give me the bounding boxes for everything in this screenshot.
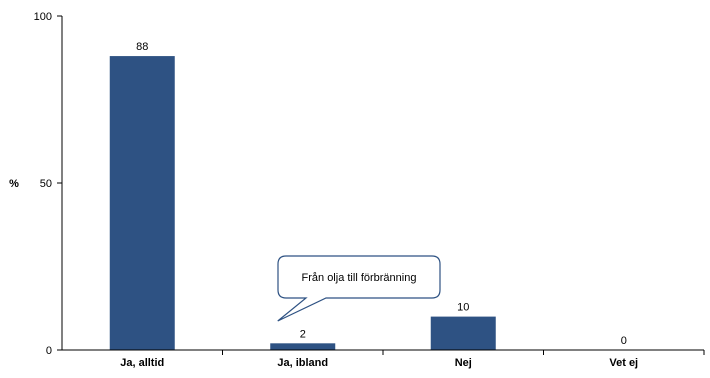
bar: [109, 56, 175, 351]
annotation-callout: [277, 255, 441, 322]
bars-group: [109, 56, 496, 351]
x-tick-label: Ja, ibland: [277, 357, 328, 369]
annotations-group: Från olja till förbränning: [277, 255, 441, 322]
y-tick-label: 100: [34, 11, 52, 23]
y-axis-label: %: [9, 178, 19, 190]
y-tick-label: 0: [46, 345, 52, 357]
data-labels-group: 88 2 10 0: [136, 41, 627, 347]
x-tick-label: Vet ej: [609, 357, 638, 369]
x-tick-label: Ja, alltid: [120, 357, 164, 369]
y-ticks-group: 0 50 100: [34, 11, 62, 357]
data-label: 88: [136, 41, 148, 53]
data-label: 0: [621, 335, 627, 347]
bar: [430, 316, 496, 350]
x-tick-label: Nej: [455, 357, 472, 369]
x-ticks-group: Ja, alltid Ja, ibland Nej Vet ej: [120, 350, 705, 369]
annotation-text: Från olja till förbränning: [302, 272, 417, 284]
bar: [270, 343, 336, 350]
y-tick-label: 50: [40, 178, 52, 190]
data-label: 2: [300, 328, 306, 340]
data-label: 10: [457, 302, 469, 314]
